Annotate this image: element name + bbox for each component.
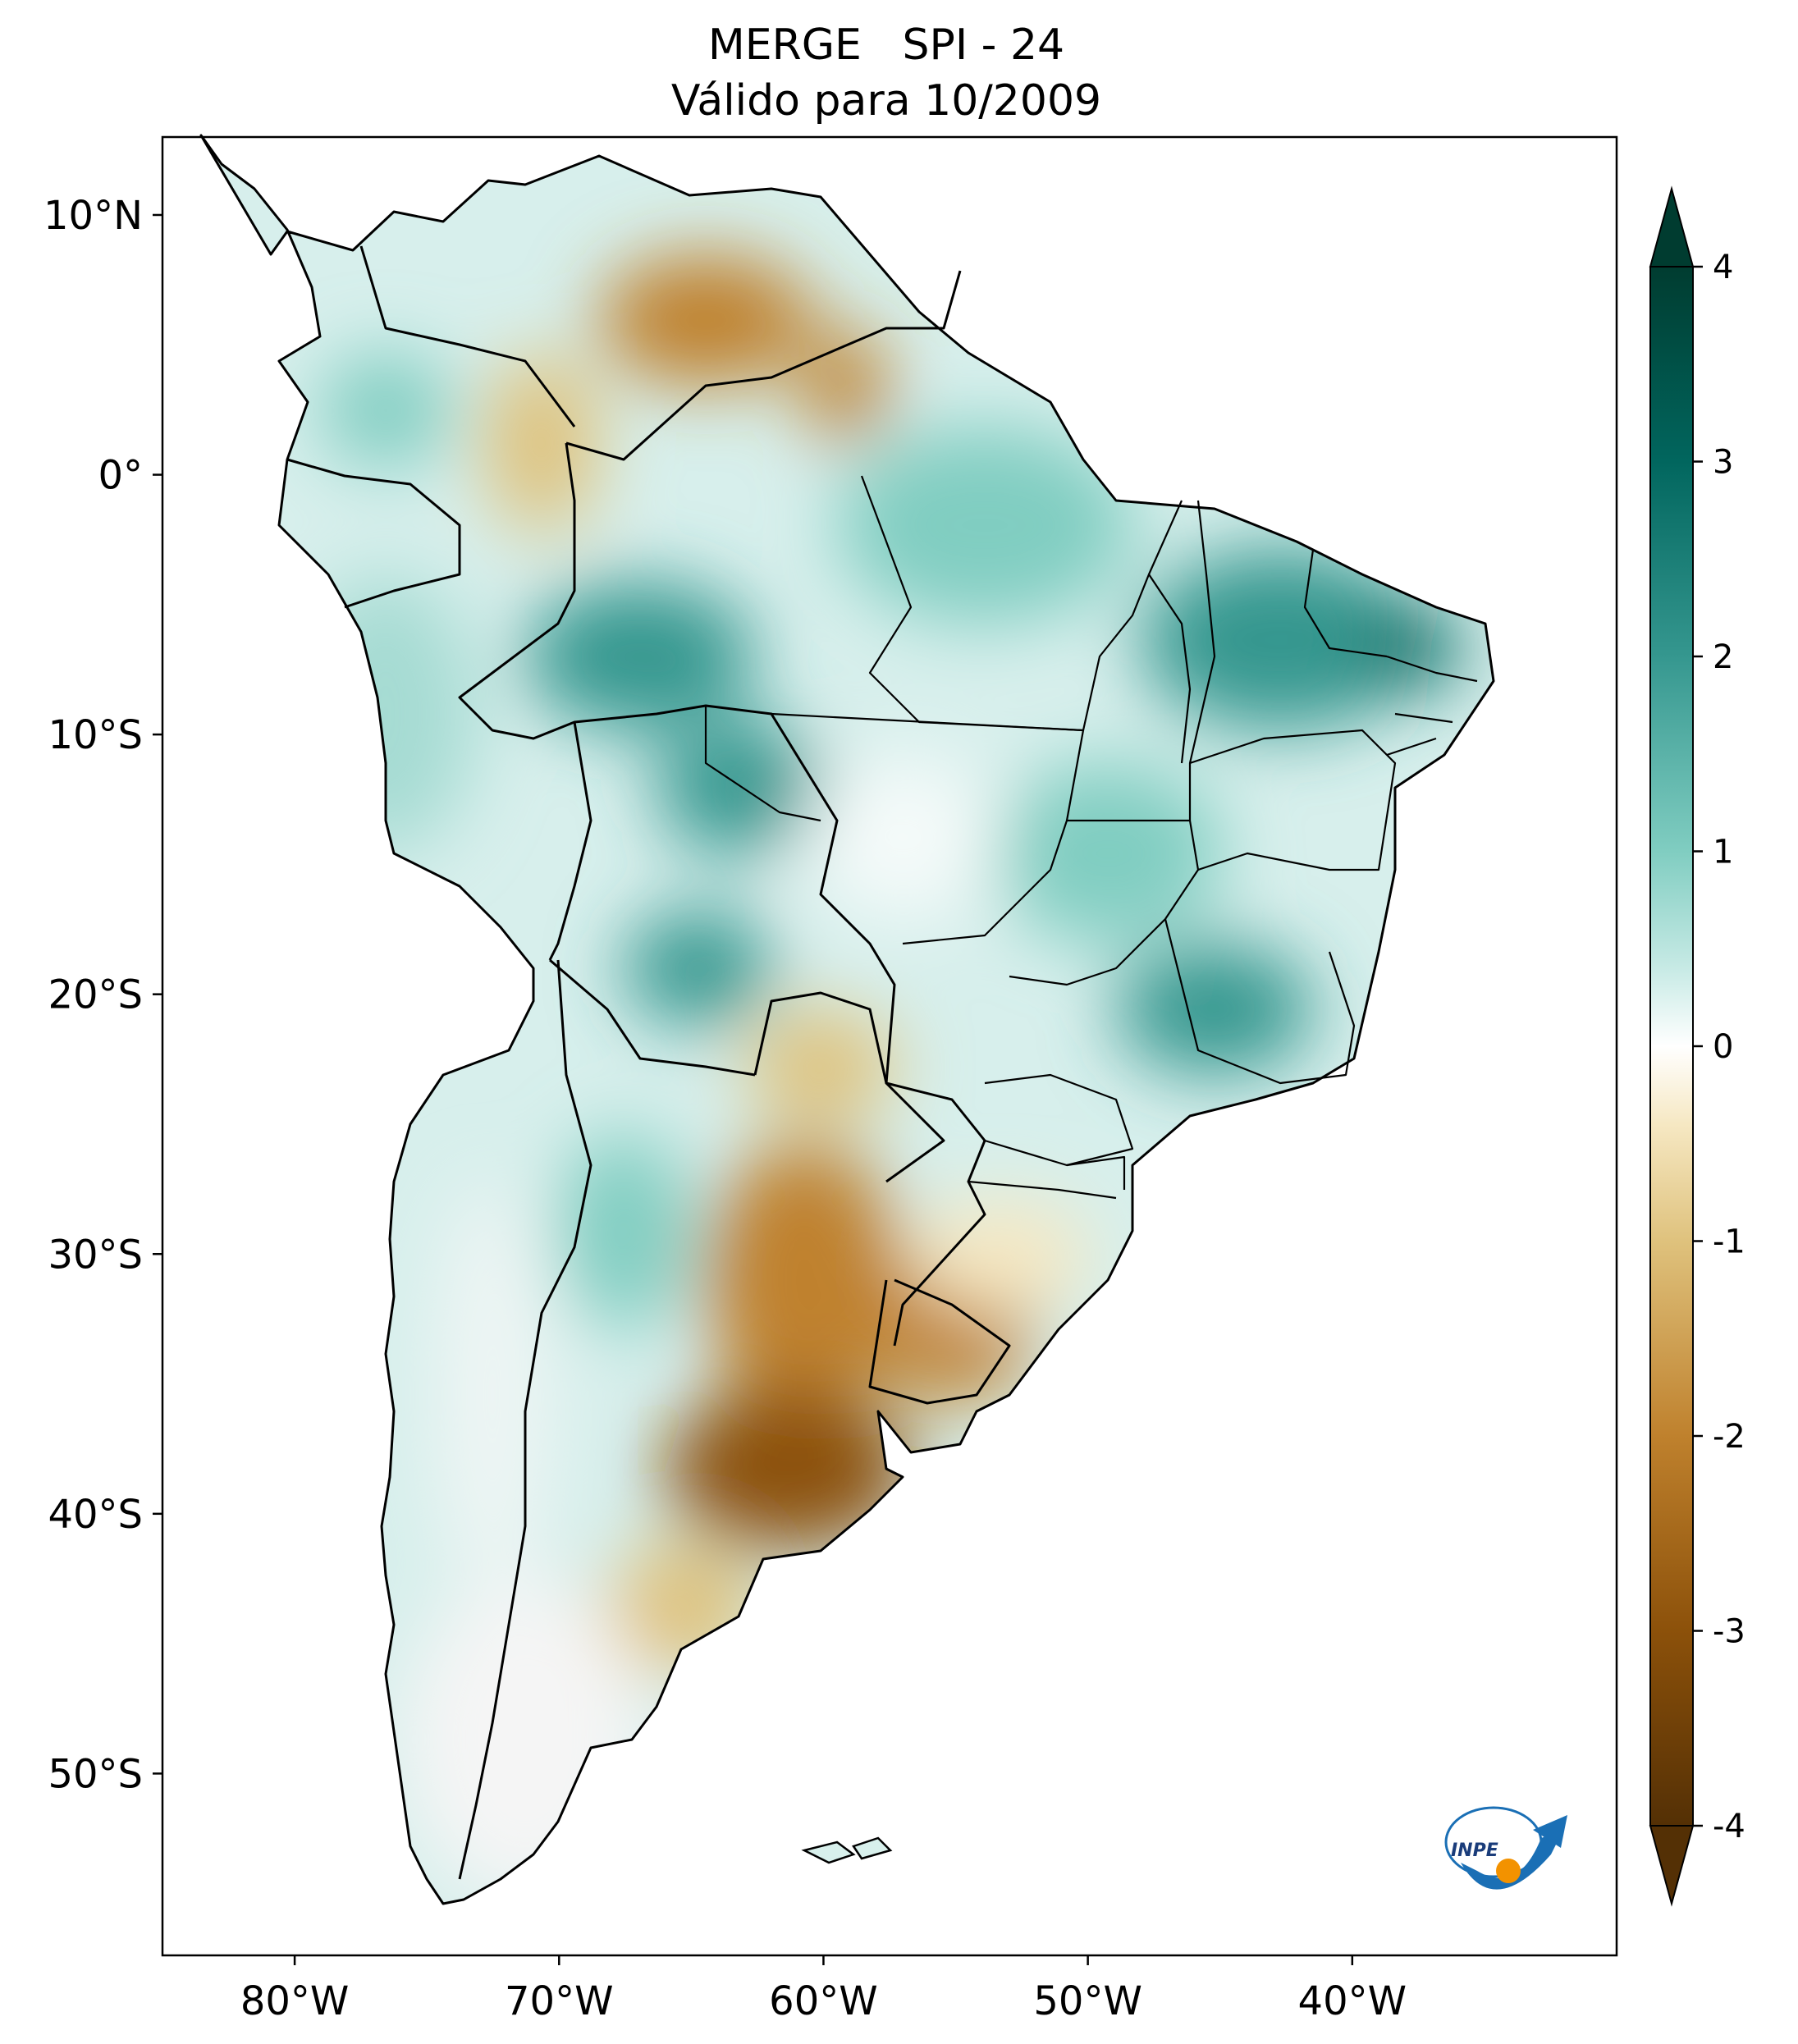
neutral-region-chile bbox=[435, 1182, 550, 1608]
colorbar-tick-label: -2 bbox=[1713, 1418, 1745, 1456]
colorbar-body bbox=[1649, 266, 1694, 1827]
dry-region-pampas bbox=[706, 1141, 903, 1420]
lat-tick-label: 30°S bbox=[48, 1232, 143, 1278]
map-title-line1: MERGE SPI - 24 bbox=[708, 21, 1064, 70]
lon-tick-label: 80°W bbox=[240, 1978, 350, 2024]
border-colombia-venezuela bbox=[359, 245, 576, 428]
logo-arrow-head bbox=[1533, 1815, 1567, 1848]
state-border-sao-paulo bbox=[984, 1073, 1134, 1167]
border-chile-argentina bbox=[458, 959, 592, 1880]
state-boundaries bbox=[704, 475, 1478, 1200]
colorbar-tick-label: -4 bbox=[1713, 1808, 1745, 1845]
state-border-parana bbox=[984, 1139, 1126, 1190]
falkland-islands bbox=[801, 1836, 893, 1864]
dry-region-rio-grande-sul bbox=[911, 1198, 1091, 1313]
border-brazil-north bbox=[565, 270, 962, 461]
colorbar-ticks: 4 3 2 1 0 -1 -2 -3 -4 bbox=[1693, 249, 1745, 1845]
lat-tick-label: 50°S bbox=[48, 1751, 143, 1797]
map-axes-frame bbox=[161, 135, 1618, 1957]
longitude-axis: 80°W 70°W 60°W 50°W 40°W bbox=[240, 1955, 1407, 2024]
colorbar: 4 3 2 1 0 -1 -2 -3 -4 bbox=[1649, 185, 1745, 1907]
colorbar-tick-label: 3 bbox=[1713, 444, 1733, 482]
lat-tick-label: 10°N bbox=[43, 193, 143, 239]
state-border-para-maranhao bbox=[1082, 500, 1183, 731]
state-border-tocantins bbox=[1148, 574, 1192, 764]
colorbar-extend-bottom bbox=[1649, 1825, 1695, 1907]
state-border-piaui bbox=[1188, 500, 1216, 764]
wet-region-western-amazon bbox=[525, 583, 755, 730]
dry-region-colombia-south bbox=[484, 353, 599, 533]
state-border-nordeste bbox=[1386, 655, 1478, 757]
lon-tick-label: 50°W bbox=[1033, 1978, 1142, 2024]
wet-region-mato-grosso-sul bbox=[624, 911, 771, 1026]
lon-tick-label: 60°W bbox=[769, 1978, 878, 2024]
state-border-santa-catarina bbox=[968, 1180, 1117, 1200]
state-border-mato-grosso bbox=[771, 712, 1085, 945]
wet-region-colombia bbox=[320, 353, 451, 468]
wet-region-paraiba bbox=[1362, 607, 1461, 689]
colorbar-extend-top bbox=[1649, 185, 1695, 268]
state-border-minas bbox=[1164, 918, 1356, 1085]
colorbar-tick-label: 2 bbox=[1713, 638, 1733, 676]
wet-region-bolivia bbox=[657, 722, 821, 853]
wet-region-northwest-argentina bbox=[558, 1132, 689, 1329]
logo-text: INPE bbox=[1451, 1841, 1498, 1861]
dry-region-guyana bbox=[804, 328, 886, 443]
border-peru-bolivia bbox=[548, 721, 592, 961]
dry-region-buenos-aires bbox=[665, 1387, 911, 1551]
state-border-bahia bbox=[1188, 729, 1397, 871]
lon-tick-label: 70°W bbox=[505, 1978, 614, 2024]
inpe-logo: INPE bbox=[1444, 1806, 1567, 1890]
state-border-acre-rondonia bbox=[704, 706, 821, 822]
wet-region-southeast-brazil bbox=[1116, 944, 1313, 1075]
wet-region-para bbox=[837, 427, 1132, 624]
dry-region-venezuela bbox=[599, 254, 812, 386]
border-uruguay bbox=[868, 1278, 1011, 1405]
logo-sun-dot bbox=[1496, 1859, 1521, 1883]
colorbar-tick-label: -1 bbox=[1713, 1223, 1745, 1261]
lon-tick-label: 40°W bbox=[1298, 1978, 1407, 2024]
wet-region-goias bbox=[993, 763, 1223, 944]
lat-tick-label: 0° bbox=[98, 453, 143, 499]
wet-region-northeast-brazil bbox=[1141, 550, 1420, 730]
lat-tick-label: 20°S bbox=[48, 972, 143, 1018]
lat-tick-label: 10°S bbox=[48, 712, 143, 758]
colorbar-tick-label: 0 bbox=[1713, 1028, 1733, 1066]
border-ecuador bbox=[286, 458, 461, 609]
border-bolivia-argentina bbox=[549, 958, 756, 1077]
border-paraguay bbox=[753, 991, 945, 1183]
lat-tick-label: 40°S bbox=[48, 1492, 143, 1538]
state-border-ceara bbox=[1303, 549, 1388, 658]
latitude-axis: 10°N 0° 10°S 20°S 30°S 40°S 50°S bbox=[43, 193, 162, 1797]
map-title-line2: Válido para 10/2009 bbox=[671, 76, 1101, 126]
colorbar-tick-label: 4 bbox=[1713, 249, 1733, 286]
neutral-region-mato-grosso bbox=[804, 755, 1001, 919]
colorbar-tick-label: -3 bbox=[1713, 1613, 1745, 1651]
dry-region-paraguay bbox=[747, 1009, 894, 1124]
colorbar-tick-label: 1 bbox=[1713, 834, 1733, 871]
